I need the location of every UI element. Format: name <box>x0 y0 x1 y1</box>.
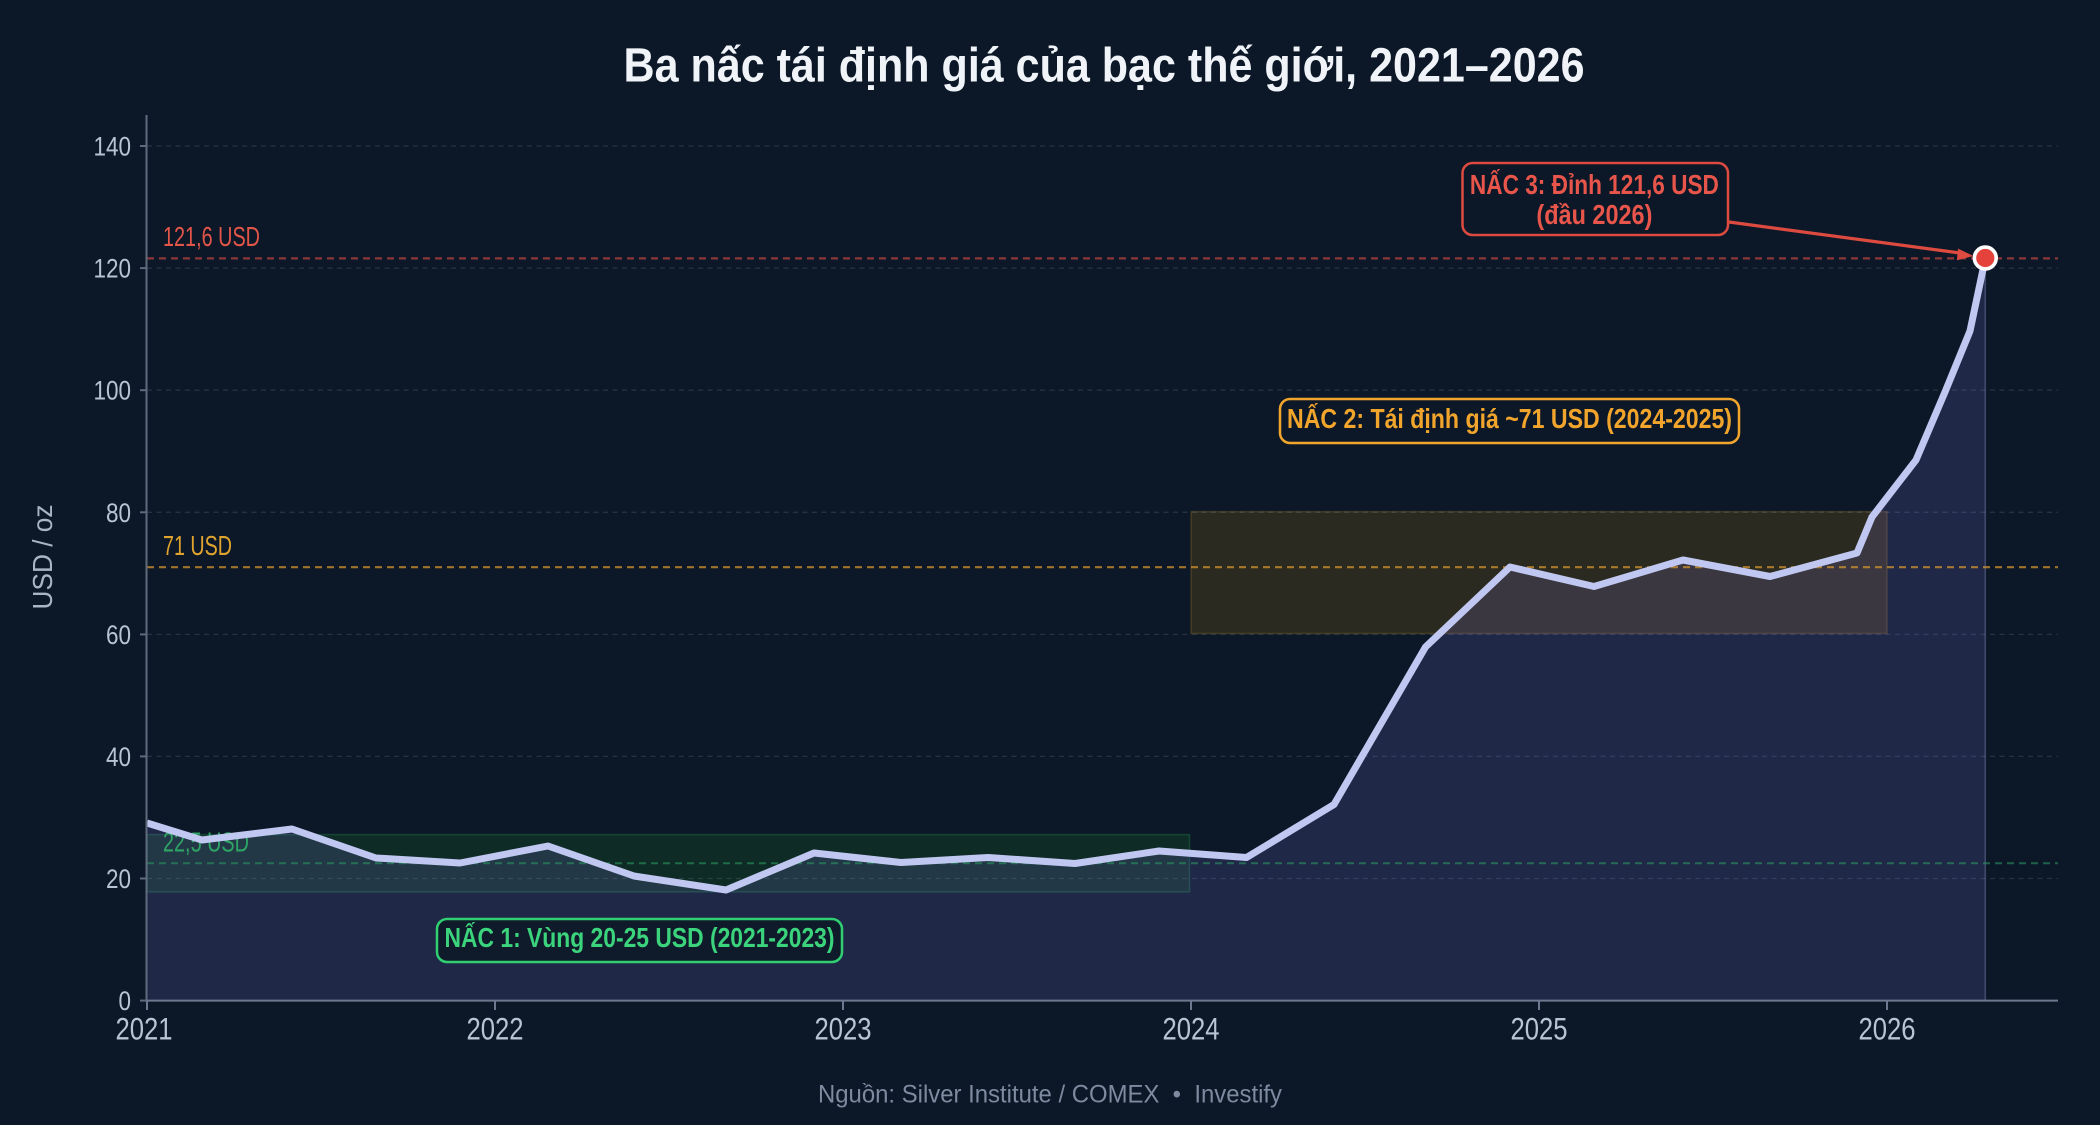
svg-text:2022: 2022 <box>467 1011 524 1047</box>
svg-text:NẤC 2: Tái định giá ~71 USD (2: NẤC 2: Tái định giá ~71 USD (2024-2025) <box>1287 403 1732 434</box>
svg-text:2026: 2026 <box>1859 1011 1916 1047</box>
svg-text:40: 40 <box>106 742 131 772</box>
svg-text:121,6 USD: 121,6 USD <box>163 221 260 252</box>
svg-text:140: 140 <box>94 132 132 162</box>
svg-text:Ba nấc tái định giá của bạc th: Ba nấc tái định giá của bạc thế giới, 20… <box>624 40 1585 93</box>
svg-text:120: 120 <box>94 254 132 284</box>
svg-text:100: 100 <box>94 376 132 406</box>
svg-text:(đầu 2026): (đầu 2026) <box>1536 199 1652 230</box>
svg-text:USD / oz: USD / oz <box>27 505 58 610</box>
svg-text:80: 80 <box>106 498 131 528</box>
svg-text:NẤC 1: Vùng 20-25 USD (2021-20: NẤC 1: Vùng 20-25 USD (2021-2023) <box>445 922 835 953</box>
svg-text:2021: 2021 <box>116 1011 173 1047</box>
svg-text:20: 20 <box>106 864 131 894</box>
svg-text:71 USD: 71 USD <box>163 530 232 561</box>
svg-text:2025: 2025 <box>1511 1011 1568 1047</box>
svg-text:2023: 2023 <box>815 1011 872 1047</box>
svg-text:0: 0 <box>119 986 132 1016</box>
svg-text:NẤC 3: Đỉnh 121,6 USD: NẤC 3: Đỉnh 121,6 USD <box>1470 169 1719 200</box>
svg-text:60: 60 <box>106 620 131 650</box>
svg-text:Nguồn: Silver Institute / COME: Nguồn: Silver Institute / COMEX • Invest… <box>818 1081 1282 1109</box>
svg-text:2024: 2024 <box>1163 1011 1220 1047</box>
